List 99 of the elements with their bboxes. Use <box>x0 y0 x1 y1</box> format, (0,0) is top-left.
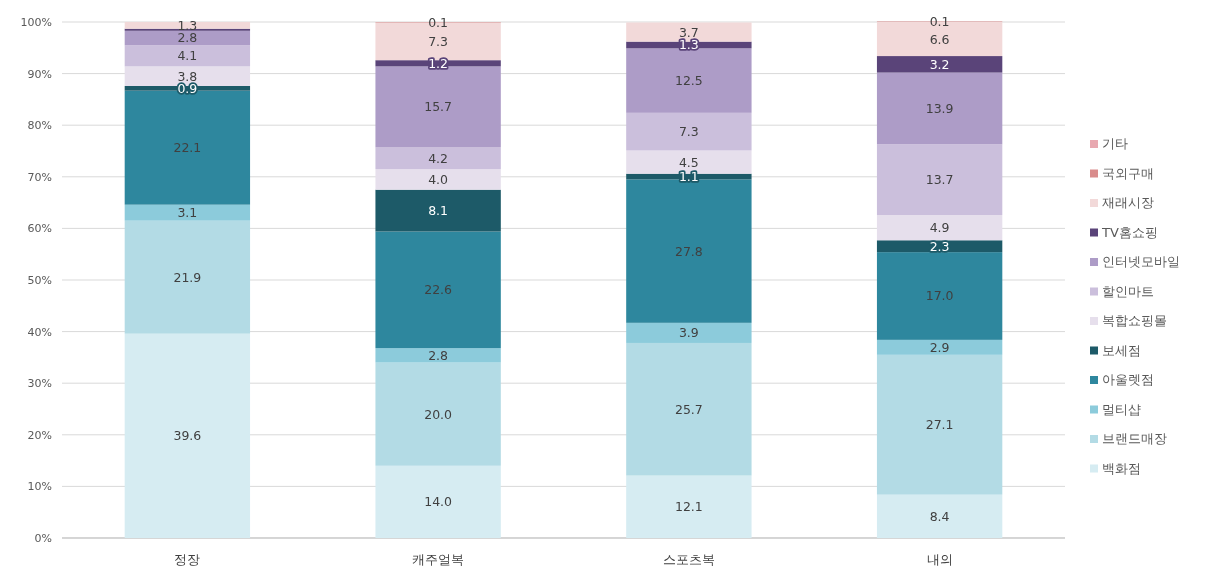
data-label: 4.9 <box>929 220 950 236</box>
legend-label: TV홈쇼핑 <box>1101 224 1158 240</box>
bar <box>375 189 501 232</box>
bar <box>626 22 752 42</box>
legend-label: 멀티샵 <box>1102 401 1141 417</box>
bar <box>626 342 752 476</box>
data-label: 4.0 <box>428 171 449 187</box>
data-label: 20.0 <box>424 406 453 422</box>
data-label: 1.3 <box>678 37 699 53</box>
bar <box>375 348 501 363</box>
data-label: 2.8 <box>428 347 449 363</box>
data-label: 22.1 <box>173 140 202 156</box>
bar <box>124 22 251 29</box>
data-label: 6.6 <box>929 31 950 47</box>
x-tick-label: 내의 <box>926 552 953 567</box>
data-label: 14.0 <box>424 494 453 510</box>
data-label: 12.1 <box>674 499 703 515</box>
bar <box>876 214 1003 241</box>
bar <box>375 231 501 349</box>
data-label: 2.8 <box>177 30 198 46</box>
legend-label: 기타 <box>1102 136 1128 151</box>
legend-label: 보세점 <box>1102 342 1141 358</box>
bar <box>124 333 251 538</box>
bar <box>626 48 752 113</box>
data-label: 12.5 <box>674 73 703 89</box>
bar <box>375 362 501 466</box>
bar <box>375 169 501 190</box>
bar <box>876 494 1003 538</box>
data-label: 3.8 <box>177 68 198 84</box>
data-label: 4.5 <box>678 154 699 170</box>
y-tick-label: 50% <box>27 274 52 287</box>
data-label: 4.1 <box>177 48 198 64</box>
bar <box>375 66 501 148</box>
x-tick-label: 정장 <box>174 552 201 567</box>
bar <box>124 45 251 67</box>
bar <box>626 150 752 174</box>
legend-label: 국외구매 <box>1102 165 1154 181</box>
data-label: 7.3 <box>678 124 699 140</box>
y-tick-label: 20% <box>27 428 52 442</box>
legend-label: 백화점 <box>1102 460 1141 476</box>
data-label: 21.9 <box>173 269 202 285</box>
y-tick-label: 80% <box>27 119 52 133</box>
data-label: 8.4 <box>929 508 950 524</box>
data-label: 3.2 <box>929 56 950 72</box>
y-tick-label: 0% <box>34 532 52 545</box>
bar <box>375 147 501 170</box>
data-label: 13.7 <box>925 172 954 188</box>
data-label: 0.1 <box>428 14 449 30</box>
data-label: 8.1 <box>428 203 449 219</box>
data-label: 2.3 <box>929 238 950 254</box>
data-label: 17.0 <box>925 288 954 304</box>
bar <box>626 112 752 151</box>
bar <box>876 354 1003 495</box>
bar <box>124 66 251 86</box>
data-label: 13.9 <box>925 100 954 116</box>
bar <box>876 56 1003 73</box>
data-label: 3.9 <box>678 325 699 341</box>
legend-label: 브랜드매장 <box>1102 431 1167 446</box>
x-tick-label: 캐주얼복 <box>412 552 465 567</box>
data-label: 27.8 <box>674 243 703 259</box>
data-label: 15.7 <box>424 99 453 115</box>
bar <box>124 30 251 46</box>
bar <box>876 252 1003 340</box>
y-tick-label: 100% <box>20 16 52 29</box>
data-label: 7.3 <box>428 33 449 49</box>
y-tick-label: 30% <box>27 377 52 391</box>
data-label: 1.2 <box>428 55 449 71</box>
bar <box>626 179 752 323</box>
data-label: 25.7 <box>674 401 703 417</box>
data-label: 27.1 <box>925 417 954 433</box>
bar <box>124 28 251 31</box>
data-label: 39.6 <box>173 428 202 444</box>
data-label: 3.7 <box>678 24 699 40</box>
y-tick-label: 40% <box>27 325 52 339</box>
legend-label: 아울렛점 <box>1102 372 1154 387</box>
bar <box>626 475 752 538</box>
bar <box>626 322 752 343</box>
x-tick-label: 스포츠복 <box>662 552 715 567</box>
bar <box>876 339 1003 355</box>
data-label: 4.2 <box>428 150 449 166</box>
bar <box>375 465 501 538</box>
data-label: 0.1 <box>929 14 950 30</box>
legend-label: 할인마트 <box>1102 283 1154 299</box>
data-label: 2.9 <box>929 339 950 355</box>
data-label: 3.1 <box>177 205 198 221</box>
y-tick-label: 60% <box>27 222 52 236</box>
bar <box>876 72 1003 145</box>
y-tick-label: 70% <box>27 170 52 184</box>
y-tick-label: 90% <box>27 67 52 81</box>
bar <box>876 144 1003 215</box>
data-label: 1.3 <box>177 17 198 33</box>
legend-label: 재래시장 <box>1102 195 1154 210</box>
y-tick-label: 10% <box>27 480 52 494</box>
bar <box>124 204 251 221</box>
legend-label: 복합쇼핑몰 <box>1102 313 1167 328</box>
data-label: 22.6 <box>424 282 453 298</box>
bar <box>124 220 251 334</box>
data-label: 1.1 <box>678 169 699 185</box>
legend-label: 인터넷모바일 <box>1102 254 1180 269</box>
